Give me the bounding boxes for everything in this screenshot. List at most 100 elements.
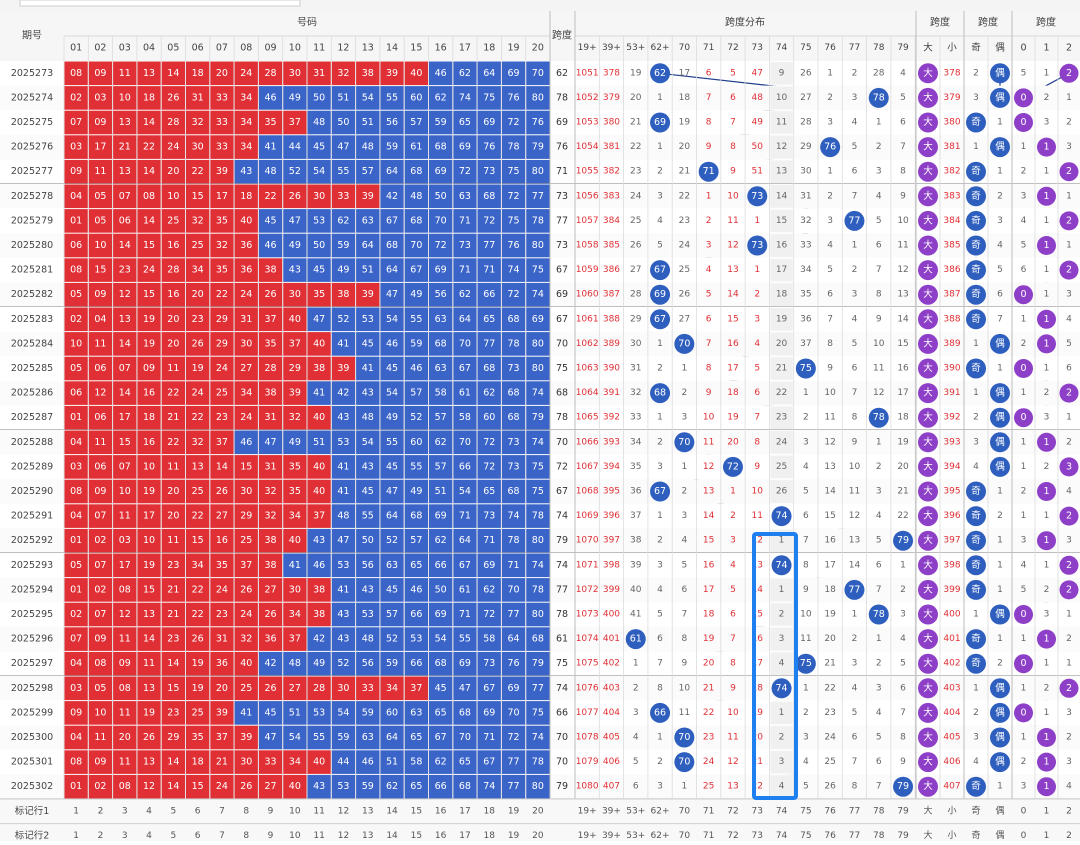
number-column-label: 08 — [240, 43, 252, 54]
number-value: 11 — [119, 634, 131, 645]
dist-value: 1062 — [576, 339, 599, 349]
small-miss-value: 401 — [943, 634, 960, 644]
number-value: 30 — [289, 68, 301, 79]
dist-value: 15 — [703, 536, 714, 546]
number-value: 11 — [167, 535, 179, 546]
mod3-miss: 1 — [1021, 314, 1027, 324]
number-cell — [64, 135, 88, 159]
number-value: 48 — [362, 412, 374, 423]
footer-cell: 73 — [752, 831, 763, 841]
footer-cell: 53+ — [626, 831, 645, 841]
number-value: 28 — [167, 117, 179, 128]
dist-value: 18 — [824, 585, 836, 595]
span-value: 67 — [556, 265, 568, 276]
number-value: 55 — [459, 634, 471, 645]
mod3-miss: 2 — [1021, 757, 1027, 767]
number-cell — [186, 258, 210, 282]
number-value: 28 — [265, 68, 277, 79]
number-value: 30 — [240, 338, 252, 349]
dist-value: 5 — [876, 536, 882, 546]
footer-cell: 13 — [362, 806, 373, 816]
dist-value: 25 — [776, 462, 787, 472]
dist-value: 1 — [657, 733, 663, 743]
number-value: 20 — [216, 683, 228, 694]
mod3-miss: 1 — [1044, 364, 1050, 374]
number-cell — [331, 135, 356, 159]
dist-value: 23 — [776, 413, 787, 423]
span-hit-ball — [650, 260, 671, 281]
dist-value: 20 — [824, 634, 836, 644]
number-value: 78 — [532, 584, 544, 595]
number-value: 64 — [386, 511, 398, 522]
number-value: 21 — [167, 584, 179, 595]
mod3-miss: 3 — [1066, 290, 1072, 300]
period-cell: 2025286 — [11, 388, 53, 399]
number-value: 59 — [362, 707, 374, 718]
header-span-distribution: 跨度分布 — [725, 16, 765, 29]
number-cell — [356, 61, 380, 86]
number-column-label: 06 — [192, 43, 204, 54]
number-value: 11 — [119, 707, 131, 718]
dist-value: 1 — [779, 708, 785, 718]
mod3-miss: 2 — [1044, 683, 1050, 693]
number-value: 62 — [483, 584, 495, 595]
mod3-miss: 3 — [1021, 782, 1027, 792]
span-hit-value: 67 — [654, 486, 666, 497]
number-value: 26 — [240, 781, 252, 792]
mod3-value: 1 — [1043, 781, 1049, 792]
period-cell: 2025273 — [11, 68, 53, 79]
number-cell — [258, 282, 283, 307]
dist-value: 7 — [754, 413, 760, 423]
number-value: 68 — [435, 142, 447, 153]
number-cell — [477, 258, 501, 282]
dist-value: 11 — [873, 364, 884, 374]
mod3-value: 3 — [1066, 461, 1072, 472]
dist-value: 5 — [681, 560, 687, 570]
dist-value: 13 — [727, 265, 738, 275]
dist-value: 9 — [803, 585, 809, 595]
dist-value: 6 — [900, 683, 906, 693]
number-value: 47 — [265, 732, 277, 743]
dist-value: 14 — [776, 191, 788, 201]
footer-cell: 1 — [73, 831, 79, 841]
dist-value: 1 — [827, 167, 833, 177]
number-value: 33 — [362, 683, 374, 694]
dist-value: 402 — [603, 659, 620, 669]
number-cell — [210, 258, 234, 282]
mod3-miss: 3 — [1044, 118, 1050, 128]
small-miss-value: 400 — [943, 610, 960, 620]
span-hit-value: 75 — [800, 658, 812, 669]
dist-value: 2 — [681, 388, 687, 398]
number-value: 50 — [435, 191, 447, 202]
number-value: 59 — [362, 781, 374, 792]
span-value: 73 — [556, 240, 568, 251]
dist-value: 10 — [752, 487, 764, 497]
dist-value: 27 — [630, 265, 641, 275]
mod3-miss: 2 — [1044, 93, 1050, 103]
dist-value: 10 — [897, 216, 909, 226]
number-column-label: 09 — [265, 43, 277, 54]
number-cell — [186, 233, 210, 258]
dist-value: 5 — [657, 610, 663, 620]
footer-cell: 5 — [170, 831, 176, 841]
mod3-miss: 4 — [1066, 487, 1072, 497]
dist-value: 35 — [800, 290, 811, 300]
number-value: 12 — [143, 781, 155, 792]
dist-value: 5 — [730, 68, 736, 78]
footer-cell: 8 — [243, 806, 249, 816]
big-value: 大 — [923, 165, 933, 177]
number-cell — [186, 110, 210, 135]
number-cell — [113, 184, 137, 209]
dist-value: 37 — [630, 511, 641, 521]
number-value: 46 — [386, 338, 398, 349]
number-value: 31 — [265, 461, 277, 472]
dist-value: 34 — [800, 265, 812, 275]
span-hit-value: 70 — [678, 437, 690, 448]
mod3-miss: 1 — [1021, 142, 1027, 152]
number-value: 59 — [337, 732, 349, 743]
odd-even-miss: 1 — [997, 585, 1003, 595]
dist-value: 3 — [657, 560, 663, 570]
number-value: 47 — [289, 215, 301, 226]
number-value: 11 — [94, 166, 106, 177]
dist-value: 17 — [776, 265, 787, 275]
